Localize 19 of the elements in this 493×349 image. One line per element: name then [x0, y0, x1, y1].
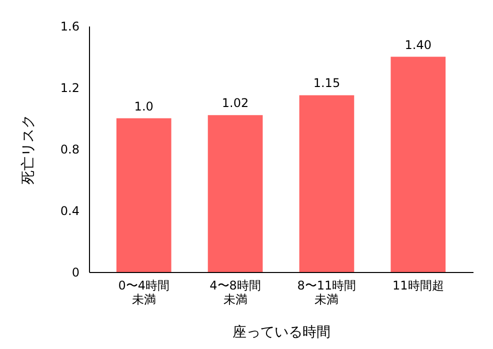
- bar: [208, 115, 263, 272]
- y-tick-label: 0: [72, 266, 80, 280]
- y-tick-label: 1.6: [60, 20, 80, 34]
- y-tick-label: 0.4: [60, 204, 80, 218]
- bar: [116, 118, 172, 272]
- data-label: 1.0: [134, 99, 154, 114]
- x-tick-label: 4〜8時間未満: [210, 278, 261, 306]
- bar: [390, 56, 446, 272]
- x-tick-label: 8〜11時間未満: [297, 278, 356, 306]
- x-tick-label: 11時間超: [392, 278, 444, 292]
- data-label: 1.40: [404, 38, 432, 52]
- data-label: 1.15: [313, 76, 340, 90]
- y-tick-label: 1.2: [60, 81, 80, 95]
- x-axis-title: 座っている時間: [232, 324, 330, 340]
- data-label: 1.02: [222, 96, 249, 110]
- y-axis-title: 死亡リスク: [20, 114, 36, 184]
- x-tick-label: 0〜4時間未満: [118, 278, 170, 306]
- bar: [299, 95, 354, 272]
- y-tick-label: 0.8: [60, 142, 80, 156]
